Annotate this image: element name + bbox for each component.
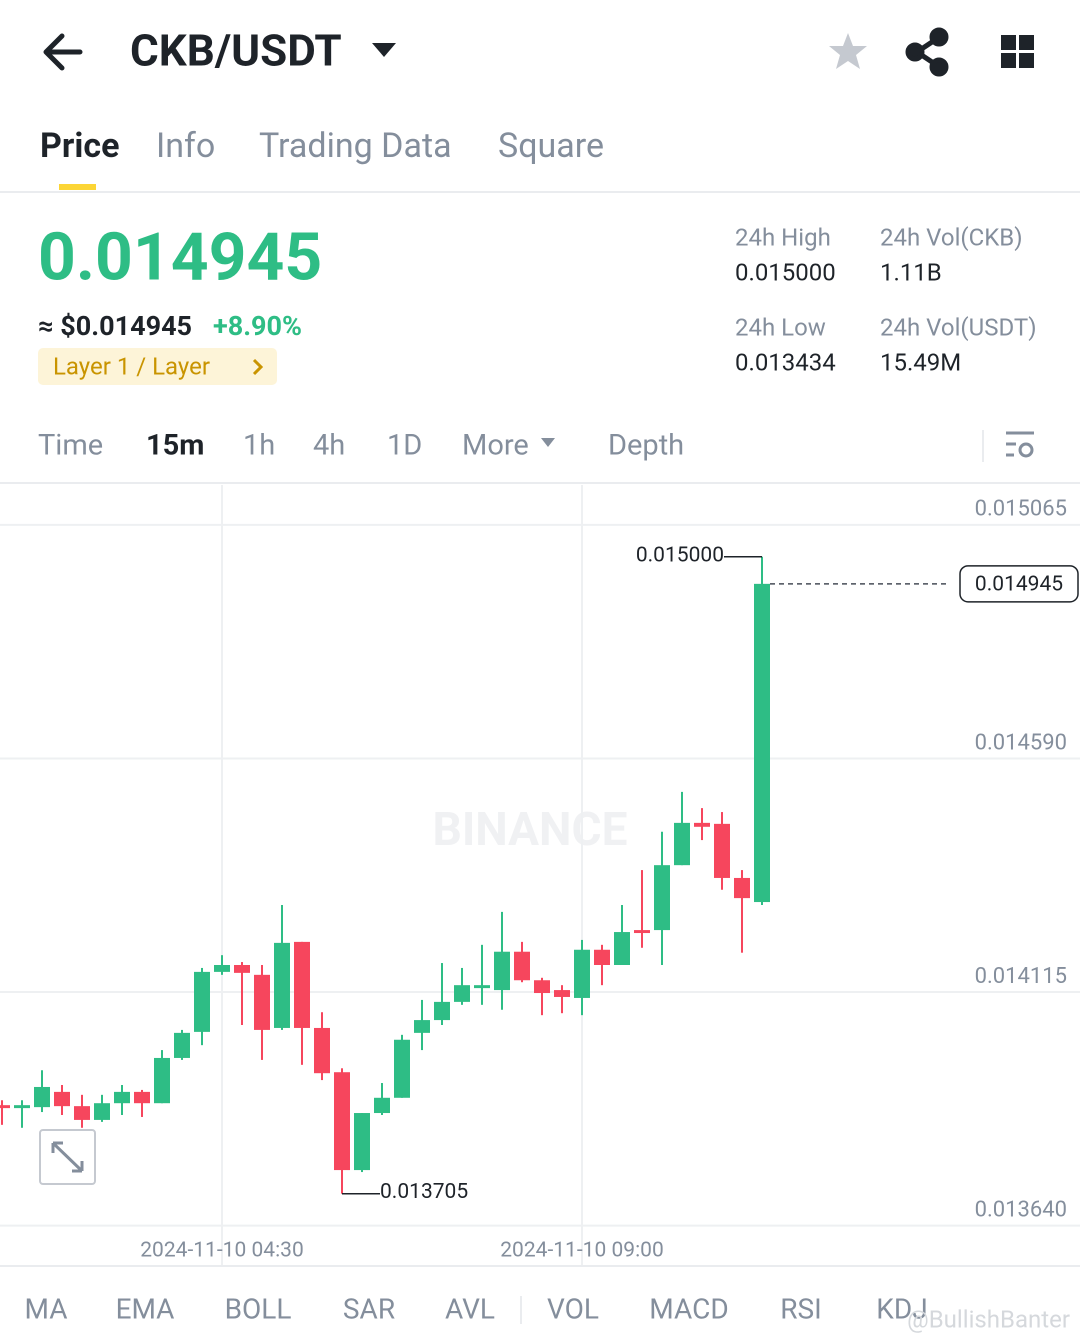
indicator-tab[interactable]: EMA: [116, 1292, 175, 1325]
candle-body: [734, 877, 750, 899]
candle-body: [694, 822, 710, 827]
candle-body: [394, 1039, 410, 1098]
tab[interactable]: Info: [156, 126, 215, 166]
interval[interactable]: 1D: [387, 429, 422, 463]
candle-body: [474, 985, 490, 989]
candle-body: [154, 1057, 170, 1104]
candle-body: [274, 942, 290, 1028]
candle-body: [194, 971, 210, 1032]
candle-body: [574, 949, 590, 998]
pair-dropdown[interactable]: [372, 43, 396, 57]
tab[interactable]: Price: [40, 126, 119, 166]
stat-label: 24h Vol(CKB): [880, 223, 1023, 251]
x-tick-label: 2024-11-10 04:30: [140, 1239, 304, 1263]
indicator-tab[interactable]: BOLL: [225, 1292, 292, 1325]
indicator-tab[interactable]: RSI: [780, 1292, 822, 1325]
candle-body: [494, 951, 510, 991]
chevron: [252, 358, 264, 376]
candle-body: [714, 823, 730, 878]
more-dropdown: [541, 438, 555, 447]
interval[interactable]: 1h: [243, 429, 275, 463]
candle-body: [254, 974, 270, 1030]
y-tick-label: 0.014115: [975, 964, 1067, 989]
sector-tag-label: Layer 1 / Layer: [53, 352, 210, 380]
candle-body: [514, 951, 530, 981]
candle-body: [134, 1091, 150, 1104]
stat-value: 15.49M: [880, 348, 961, 376]
credit-watermark: @BullishBanter: [907, 1305, 1070, 1333]
candle-body: [34, 1086, 50, 1108]
tab[interactable]: Square: [498, 126, 604, 166]
candle-body: [454, 985, 470, 1002]
candle-body: [214, 965, 230, 972]
last-price-label: 0.014945: [975, 572, 1063, 596]
y-tick-label: 0.014590: [975, 730, 1067, 755]
candle-body: [554, 990, 570, 997]
indicator-tab[interactable]: AVL: [445, 1292, 495, 1325]
interval[interactable]: 15m: [146, 429, 204, 463]
candle-body: [94, 1103, 110, 1120]
stat-value: 0.013434: [735, 348, 836, 376]
indicator-tab[interactable]: VOL: [547, 1292, 599, 1325]
high-label: 0.015000: [636, 543, 724, 567]
y-tick-label: 0.013640: [975, 1197, 1067, 1222]
chart-settings[interactable]: [1006, 431, 1034, 458]
candle-body: [614, 932, 630, 965]
candle-body: [14, 1105, 30, 1109]
candle-body: [294, 941, 310, 1028]
favorite-star[interactable]: [829, 33, 867, 69]
stat-value: 0.015000: [735, 258, 836, 286]
candle-body: [414, 1020, 430, 1033]
back-button[interactable]: [43, 33, 83, 71]
interval[interactable]: More: [462, 429, 529, 463]
stat-label: 24h Low: [735, 313, 826, 341]
interval[interactable]: Time: [38, 429, 103, 463]
candle-body: [354, 1113, 370, 1171]
candle-body: [0, 1105, 10, 1109]
usd-price: ≈ $0.014945: [38, 310, 192, 342]
candle-body: [374, 1097, 390, 1114]
stat-label: 24h Vol(USDT): [880, 313, 1037, 341]
indicator-tab[interactable]: MA: [25, 1292, 68, 1325]
candle-body: [434, 1001, 450, 1021]
interval[interactable]: 4h: [313, 429, 345, 463]
candle-body: [174, 1032, 190, 1058]
last-price-box: [959, 565, 1079, 603]
layout-button[interactable]: [1001, 35, 1034, 68]
indicator-tab[interactable]: SAR: [343, 1292, 395, 1325]
candle-body: [654, 865, 670, 931]
candle-body: [334, 1072, 350, 1171]
expand-icon: [51, 1141, 84, 1173]
sector-tag[interactable]: [38, 348, 277, 385]
candle-body: [634, 930, 650, 934]
low-label: 0.013705: [380, 1180, 468, 1204]
stat-value: 1.11B: [880, 258, 942, 286]
tab-indicator: [59, 184, 96, 190]
indicator-tab[interactable]: MACD: [649, 1292, 728, 1325]
candle-body: [54, 1091, 70, 1107]
stat-label: 24h High: [735, 223, 831, 251]
pair-title[interactable]: CKB/USDT: [130, 25, 342, 77]
candle-body: [74, 1106, 90, 1120]
y-tick-label: 0.015065: [975, 497, 1067, 522]
candle-body: [314, 1027, 330, 1074]
share-button[interactable]: [905, 27, 949, 77]
indicator-tab[interactable]: KDJ: [876, 1292, 927, 1325]
candle-body: [234, 965, 250, 973]
x-tick-label: 2024-11-10 09:00: [500, 1239, 664, 1263]
price-change: +8.90%: [213, 310, 302, 342]
candle-body: [754, 583, 770, 903]
candle-body: [594, 949, 610, 965]
candle-body: [114, 1091, 130, 1104]
tab[interactable]: Trading Data: [259, 126, 452, 166]
interval[interactable]: Depth: [608, 429, 684, 463]
last-price: 0.014945: [38, 219, 322, 296]
candle-body: [674, 822, 690, 866]
watermark: BINANCE: [432, 803, 627, 857]
candle-body: [534, 980, 550, 994]
candlestick-chart: 0.015065 0.014590 0.014115 0.013640 2024-11-…: [0, 485, 1080, 1265]
